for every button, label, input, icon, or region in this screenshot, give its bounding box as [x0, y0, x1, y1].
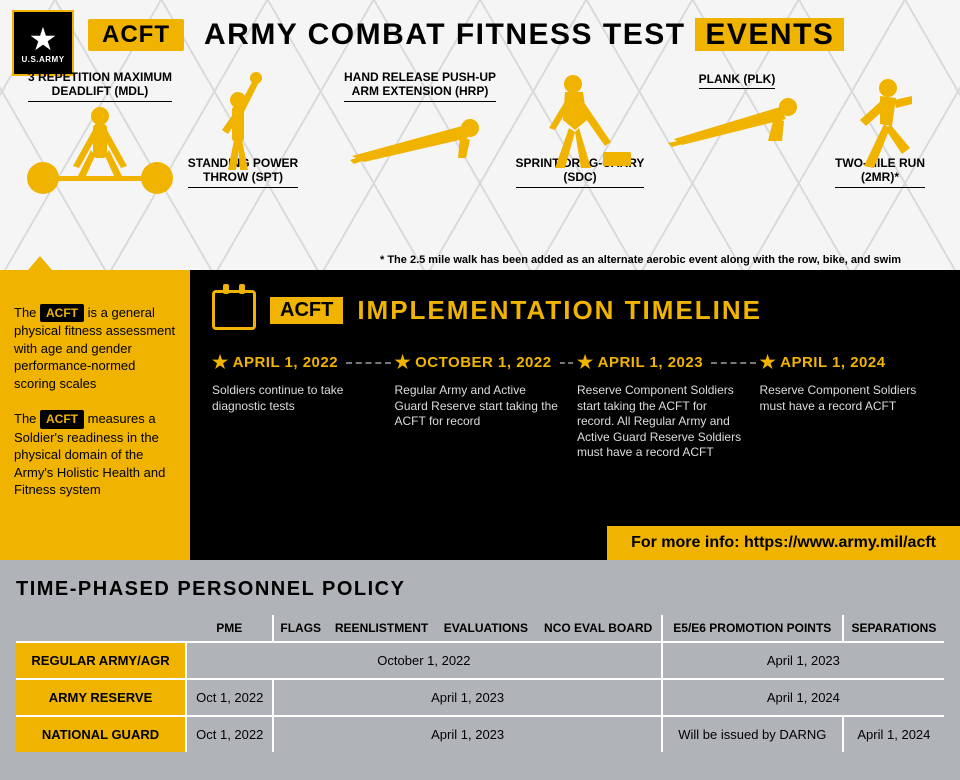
event-deadlift: 3 REPETITION MAXIMUMDEADLIFT (MDL) [10, 70, 190, 198]
event-label: PLANK (PLK) [699, 72, 776, 89]
event-label: HAND RELEASE PUSH-UPARM EXTENSION (HRP) [344, 70, 496, 102]
main-title: ARMY COMBAT FITNESS TEST EVENTS [204, 18, 844, 52]
timeline-item: ★OCTOBER 1, 2022 Regular Army and Active… [395, 352, 574, 461]
events-row: 3 REPETITION MAXIMUMDEADLIFT (MDL) [10, 66, 950, 246]
timeline-panel: ACFT IMPLEMENTATION TIMELINE ★APRIL 1, 2… [190, 270, 960, 560]
table-cell: Will be issued by DARNG [662, 716, 843, 752]
deadlift-icon [10, 106, 190, 198]
table-cell: April 1, 2024 [662, 679, 944, 716]
logo-brand: U.S.ARMY [21, 55, 64, 64]
policy-table: PME FLAGS REENLISTMENT EVALUATIONS NCO E… [16, 615, 944, 752]
row-label: REGULAR ARMY/AGR [16, 642, 186, 679]
sidebar-para-1: The ACFT is a general physical fitness a… [14, 304, 176, 392]
star-icon: ★ [212, 352, 229, 373]
timeline-desc: Reserve Component Soldiers start taking … [577, 383, 756, 461]
table-cell: April 1, 2023 [273, 679, 661, 716]
event-sdc: SPRINT-DRAG-CARRY(SDC) [500, 156, 660, 188]
table-cell: Oct 1, 2022 [186, 716, 273, 752]
timeline-item: ★APRIL 1, 2024 Reserve Component Soldier… [760, 352, 939, 461]
event-pushup: HAND RELEASE PUSH-UPARM EXTENSION (HRP) [330, 70, 510, 166]
acft-pill: ACFT [88, 19, 184, 51]
star-icon: ★ [577, 352, 594, 373]
table-cell: April 1, 2023 [273, 716, 661, 752]
policy-section: TIME-PHASED PERSONNEL POLICY PME FLAGS R… [0, 560, 960, 762]
row-label: ARMY RESERVE [16, 679, 186, 716]
star-icon: ★ [395, 352, 412, 373]
events-pill: EVENTS [695, 18, 844, 51]
run-icon [840, 76, 920, 172]
star-icon: ★ [760, 352, 777, 373]
table-cell: April 1, 2024 [843, 716, 944, 752]
timeline-desc: Soldiers continue to take diagnostic tes… [212, 383, 391, 414]
event-label: 3 REPETITION MAXIMUMDEADLIFT (MDL) [28, 70, 172, 102]
info-bar: For more info: https://www.army.mil/acft [607, 526, 960, 560]
plank-icon [662, 93, 812, 149]
header-section: ★ U.S.ARMY ACFT ARMY COMBAT FITNESS TEST… [0, 0, 960, 270]
sdc-icon [525, 72, 635, 172]
middle-section: The ACFT is a general physical fitness a… [0, 270, 960, 560]
event-throw: STANDING POWERTHROW (SPT) [168, 156, 318, 188]
sidebar-para-2: The ACFT measures a Soldier's readiness … [14, 410, 176, 498]
sidebar: The ACFT is a general physical fitness a… [0, 270, 190, 560]
footnote: * The 2.5 mile walk has been added as an… [380, 254, 950, 266]
table-cell: Oct 1, 2022 [186, 679, 273, 716]
timeline-desc: Regular Army and Active Guard Reserve st… [395, 383, 574, 430]
title-row: ACFT ARMY COMBAT FITNESS TEST EVENTS [88, 18, 844, 52]
calendar-icon [212, 290, 256, 330]
table-header-row: PME FLAGS REENLISTMENT EVALUATIONS NCO E… [16, 615, 944, 642]
timeline-item: ★APRIL 1, 2022 Soldiers continue to take… [212, 352, 391, 461]
acft-tag: ACFT [40, 304, 84, 322]
timeline-items: ★APRIL 1, 2022 Soldiers continue to take… [212, 352, 938, 461]
acft-tag: ACFT [40, 410, 84, 428]
event-plank: PLANK (PLK) [662, 70, 812, 149]
table-row: NATIONAL GUARDOct 1, 2022April 1, 2023Wi… [16, 716, 944, 752]
event-run: TWO-MILE RUN(2MR)* [810, 156, 950, 188]
table-row: ARMY RESERVEOct 1, 2022April 1, 2023Apri… [16, 679, 944, 716]
timeline-title: IMPLEMENTATION TIMELINE [357, 295, 762, 326]
row-label: NATIONAL GUARD [16, 716, 186, 752]
table-cell: October 1, 2022 [186, 642, 662, 679]
pushup-icon [330, 106, 510, 166]
timeline-header: ACFT IMPLEMENTATION TIMELINE [212, 290, 938, 330]
policy-title: TIME-PHASED PERSONNEL POLICY [16, 578, 944, 601]
table-row: REGULAR ARMY/AGROctober 1, 2022April 1, … [16, 642, 944, 679]
acft-box: ACFT [270, 297, 343, 324]
timeline-item: ★APRIL 1, 2023 Reserve Component Soldier… [577, 352, 756, 461]
table-cell: April 1, 2023 [662, 642, 944, 679]
throw-icon [208, 72, 278, 172]
star-icon: ★ [29, 23, 58, 55]
timeline-desc: Reserve Component Soldiers must have a r… [760, 383, 939, 414]
